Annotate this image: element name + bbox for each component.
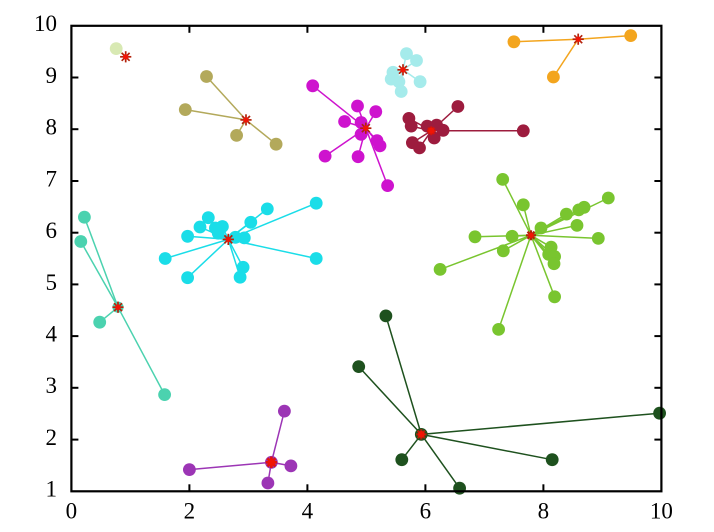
svg-text:2: 2 [184, 499, 196, 524]
svg-text:5: 5 [46, 270, 58, 295]
svg-text:8: 8 [538, 499, 550, 524]
svg-text:1: 1 [46, 477, 58, 502]
svg-text:4: 4 [46, 322, 58, 347]
svg-text:2: 2 [46, 425, 58, 450]
svg-text:6: 6 [46, 218, 58, 243]
svg-text:7: 7 [46, 166, 58, 191]
svg-text:4: 4 [302, 499, 314, 524]
svg-text:9: 9 [46, 63, 58, 88]
svg-text:10: 10 [34, 11, 57, 36]
svg-text:10: 10 [650, 499, 673, 524]
svg-text:6: 6 [420, 499, 432, 524]
svg-text:0: 0 [66, 499, 78, 524]
svg-text:3: 3 [46, 373, 58, 398]
svg-text:8: 8 [46, 115, 58, 140]
